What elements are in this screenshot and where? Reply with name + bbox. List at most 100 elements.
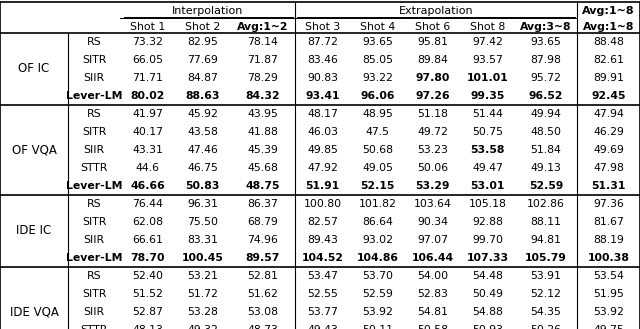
- Text: 100.80: 100.80: [303, 199, 342, 209]
- Text: STTR: STTR: [80, 325, 108, 329]
- Text: 51.44: 51.44: [472, 109, 503, 119]
- Text: 53.29: 53.29: [415, 181, 450, 191]
- Text: 52.12: 52.12: [531, 289, 561, 299]
- Text: 81.67: 81.67: [593, 217, 624, 227]
- Text: 50.49: 50.49: [472, 289, 503, 299]
- Text: SITR: SITR: [82, 127, 106, 137]
- Text: 49.32: 49.32: [187, 325, 218, 329]
- Text: STTR: STTR: [80, 163, 108, 173]
- Text: 52.81: 52.81: [247, 271, 278, 281]
- Text: 78.14: 78.14: [247, 37, 278, 47]
- Text: 68.79: 68.79: [247, 217, 278, 227]
- Text: 88.48: 88.48: [593, 37, 624, 47]
- Text: SIIR: SIIR: [83, 73, 104, 83]
- Text: 95.81: 95.81: [417, 37, 448, 47]
- Text: Lever-LM: Lever-LM: [66, 91, 122, 101]
- Text: 47.92: 47.92: [307, 163, 338, 173]
- Text: 50.93: 50.93: [472, 325, 503, 329]
- Text: 51.31: 51.31: [591, 181, 626, 191]
- Text: 47.5: 47.5: [365, 127, 390, 137]
- Text: 92.88: 92.88: [472, 217, 503, 227]
- Text: 45.39: 45.39: [247, 145, 278, 155]
- Text: Shot 4: Shot 4: [360, 21, 395, 32]
- Text: SITR: SITR: [82, 55, 106, 65]
- Text: 54.88: 54.88: [472, 307, 503, 317]
- Text: 50.68: 50.68: [362, 145, 393, 155]
- Text: 97.42: 97.42: [472, 37, 503, 47]
- Text: 48.50: 48.50: [531, 127, 561, 137]
- Text: 40.17: 40.17: [132, 127, 163, 137]
- Text: 49.72: 49.72: [417, 127, 448, 137]
- Text: SIIR: SIIR: [83, 145, 104, 155]
- Text: 51.62: 51.62: [247, 289, 278, 299]
- Text: 62.08: 62.08: [132, 217, 163, 227]
- Text: RS: RS: [86, 199, 101, 209]
- Text: 54.00: 54.00: [417, 271, 448, 281]
- Text: 52.55: 52.55: [307, 289, 338, 299]
- Text: 46.29: 46.29: [593, 127, 624, 137]
- Text: 47.98: 47.98: [593, 163, 624, 173]
- Text: 95.72: 95.72: [531, 73, 561, 83]
- Text: 88.11: 88.11: [531, 217, 561, 227]
- Text: 96.06: 96.06: [360, 91, 395, 101]
- Text: 49.05: 49.05: [362, 163, 393, 173]
- Text: 53.91: 53.91: [531, 271, 561, 281]
- Text: 101.01: 101.01: [467, 73, 508, 83]
- Text: 53.58: 53.58: [470, 145, 505, 155]
- Text: 45.68: 45.68: [247, 163, 278, 173]
- Text: IDE VQA: IDE VQA: [10, 306, 58, 318]
- Text: 52.59: 52.59: [362, 289, 393, 299]
- Text: 89.43: 89.43: [307, 235, 338, 245]
- Text: Avg:1~8: Avg:1~8: [582, 6, 635, 16]
- Text: Avg:1~2: Avg:1~2: [237, 21, 288, 32]
- Text: 105.79: 105.79: [525, 253, 567, 263]
- Text: 54.48: 54.48: [472, 271, 503, 281]
- Text: 97.07: 97.07: [417, 235, 448, 245]
- Text: 43.31: 43.31: [132, 145, 163, 155]
- Text: 50.11: 50.11: [362, 325, 393, 329]
- Text: RS: RS: [86, 271, 101, 281]
- Text: 82.61: 82.61: [593, 55, 624, 65]
- Text: 51.52: 51.52: [132, 289, 163, 299]
- Text: 93.57: 93.57: [472, 55, 503, 65]
- Text: Avg:1~8: Avg:1~8: [583, 21, 634, 32]
- Text: 93.41: 93.41: [305, 91, 340, 101]
- Text: 101.82: 101.82: [358, 199, 396, 209]
- Text: 82.95: 82.95: [187, 37, 218, 47]
- Text: 53.47: 53.47: [307, 271, 338, 281]
- Text: 74.96: 74.96: [247, 235, 278, 245]
- Text: 53.92: 53.92: [593, 307, 624, 317]
- Text: 83.46: 83.46: [307, 55, 338, 65]
- Text: 53.70: 53.70: [362, 271, 393, 281]
- Text: 50.26: 50.26: [531, 325, 561, 329]
- Text: 49.69: 49.69: [593, 145, 624, 155]
- Text: 46.03: 46.03: [307, 127, 338, 137]
- Text: 75.50: 75.50: [187, 217, 218, 227]
- Text: 44.6: 44.6: [136, 163, 159, 173]
- Text: 66.05: 66.05: [132, 55, 163, 65]
- Text: 50.58: 50.58: [417, 325, 448, 329]
- Text: 71.71: 71.71: [132, 73, 163, 83]
- Text: 53.28: 53.28: [187, 307, 218, 317]
- Text: 49.43: 49.43: [307, 325, 338, 329]
- Text: 52.83: 52.83: [417, 289, 448, 299]
- Text: 48.73: 48.73: [247, 325, 278, 329]
- Text: OF VQA: OF VQA: [12, 143, 56, 157]
- Text: Lever-LM: Lever-LM: [66, 253, 122, 263]
- Text: 53.92: 53.92: [362, 307, 393, 317]
- Text: 100.38: 100.38: [588, 253, 629, 263]
- Text: 71.87: 71.87: [247, 55, 278, 65]
- Text: 53.01: 53.01: [470, 181, 505, 191]
- Text: 84.87: 84.87: [187, 73, 218, 83]
- Text: 48.95: 48.95: [362, 109, 393, 119]
- Text: 50.06: 50.06: [417, 163, 448, 173]
- Text: 53.08: 53.08: [247, 307, 278, 317]
- Text: 53.21: 53.21: [187, 271, 218, 281]
- Text: 89.91: 89.91: [593, 73, 624, 83]
- Text: 52.59: 52.59: [529, 181, 563, 191]
- Text: 96.31: 96.31: [187, 199, 218, 209]
- Text: 106.44: 106.44: [412, 253, 454, 263]
- Text: 41.97: 41.97: [132, 109, 163, 119]
- Text: 89.84: 89.84: [417, 55, 448, 65]
- Text: 48.17: 48.17: [307, 109, 338, 119]
